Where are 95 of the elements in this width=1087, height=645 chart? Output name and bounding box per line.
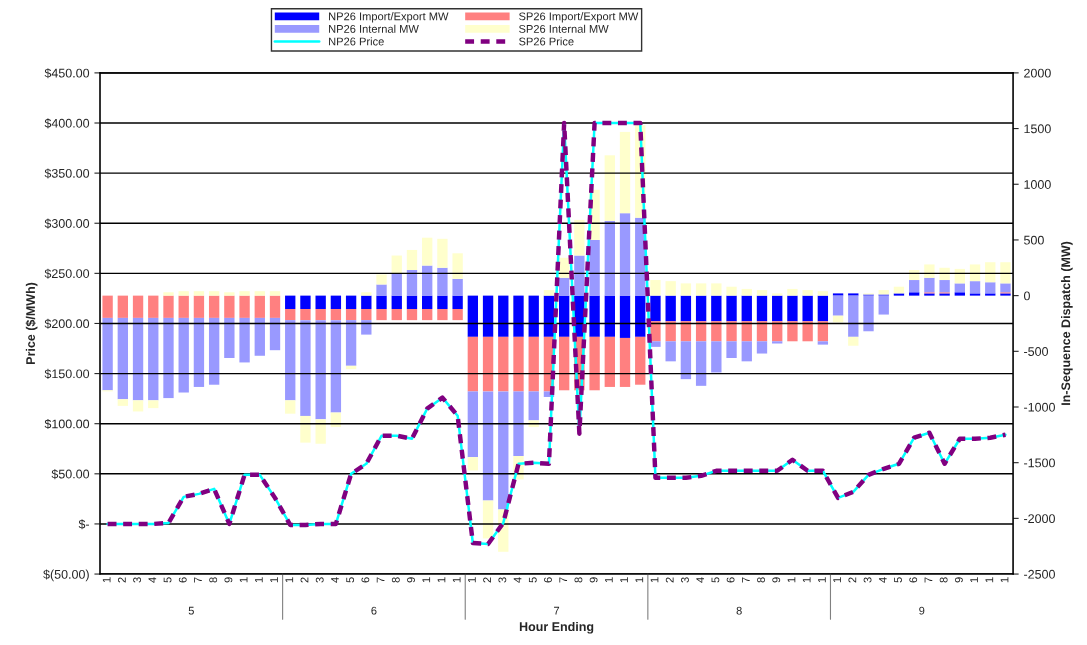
y-tick-label: $350.00 <box>44 168 90 179</box>
x-tick-label: 3 <box>863 577 872 583</box>
x-tick-label: 8 <box>939 577 948 583</box>
x-tick-label: 2 <box>117 577 126 583</box>
x-tick-label: 1 <box>650 577 659 583</box>
y2-tick-label: -1000 <box>1024 402 1055 412</box>
x-tick-label: 3 <box>315 577 324 583</box>
x-tick-label: 1 <box>833 577 841 583</box>
legend-label: NP26 Internal MW <box>329 24 419 33</box>
x-tick-label: 7 <box>559 577 568 583</box>
x-tick-label: 7 <box>376 577 385 583</box>
y-tick-label: $300.00 <box>44 218 90 229</box>
x-tick-label: 2 <box>300 577 309 583</box>
x-tick-label: 1 <box>285 577 294 583</box>
x-tick-label: 2 <box>848 577 857 583</box>
y-tick-label: $250.00 <box>44 268 90 279</box>
x-tick-label: 8 <box>574 577 583 583</box>
y2-tick-label: 500 <box>1024 235 1044 245</box>
x-tick-label: 6 <box>178 577 187 583</box>
y-tick-label: $450.00 <box>44 68 90 79</box>
text: 9 <box>919 606 925 615</box>
x-tick-label: 8 <box>391 577 400 583</box>
y-tick-label: $(50.00) <box>43 569 89 582</box>
legend-label: NP26 Price <box>329 37 384 46</box>
x-tick-label: 1 <box>422 577 431 583</box>
x-tick-label: 1 <box>102 577 111 583</box>
text: 7 <box>554 606 560 615</box>
x-tick-label: 4 <box>513 577 522 583</box>
x-tick-label: 3 <box>681 577 689 583</box>
x-tick-label: 8 <box>209 577 218 583</box>
x-tick-label: 4 <box>331 577 339 583</box>
x-tick-label: 7 <box>194 577 202 583</box>
legend-label: NP26 Import/Export MW <box>329 12 449 23</box>
x-tick-label: 4 <box>878 577 887 583</box>
y2-tick-label: -2000 <box>1024 514 1055 524</box>
y-tick-label: $100.00 <box>44 418 90 430</box>
x-tick-label: 1 <box>620 577 628 583</box>
x-tick-label: 1 <box>468 577 476 583</box>
y-tick-label: $200.00 <box>44 318 90 329</box>
x-tick-label: 9 <box>772 577 781 583</box>
x-tick-label: 1 <box>605 577 613 583</box>
x-tick-label: 1 <box>270 577 278 583</box>
x-tick-label: 1 <box>802 577 811 583</box>
x-tick-label: 7 <box>742 577 750 583</box>
y2-tick-label: -2500 <box>1024 569 1055 579</box>
x-tick-label: 2 <box>483 577 491 583</box>
x-tick-label: 1 <box>970 577 978 583</box>
y-tick-label: $400.00 <box>44 118 90 129</box>
x-tick-label: 2 <box>665 577 674 583</box>
legend-label: SP26 Internal MW <box>519 24 609 33</box>
x-tick-label: 1 <box>437 577 446 583</box>
x-tick-label: 5 <box>163 577 172 583</box>
x-axis-title: Hour Ending <box>519 621 594 634</box>
x-tick-label: 5 <box>711 577 720 583</box>
text: 5 <box>188 606 194 615</box>
y2-tick-label: -1500 <box>1024 458 1055 468</box>
y2-tick-label: 1500 <box>1024 124 1051 134</box>
y-tick-label: $150.00 <box>44 368 90 379</box>
x-tick-label: 9 <box>224 577 233 583</box>
legend-label: SP26 Import/Export MW <box>519 12 639 23</box>
x-tick-label: 6 <box>909 577 918 583</box>
y2-tick-label: 1000 <box>1024 180 1051 189</box>
y2-axis-title: In-Sequence Dispatch (MW) <box>1061 241 1073 405</box>
text: 6 <box>371 606 377 615</box>
y2-tick-label: 2000 <box>1024 68 1051 78</box>
x-tick-label: 9 <box>954 577 963 583</box>
x-tick-label: 6 <box>544 577 552 583</box>
x-tick-label: 5 <box>894 577 902 583</box>
x-tick-label: 1 <box>255 577 263 583</box>
y2-tick-label: 0 <box>1023 291 1030 301</box>
x-tick-label: 1 <box>452 577 461 583</box>
x-tick-label: 5 <box>346 577 355 583</box>
x-tick-label: 9 <box>407 577 415 583</box>
x-tick-label: 8 <box>757 577 765 583</box>
x-tick-label: 3 <box>133 577 142 583</box>
x-tick-label: 5 <box>528 577 537 583</box>
legend-label: SP26 Price <box>519 37 574 46</box>
x-tick-label: 1 <box>239 577 248 583</box>
x-tick-label: 4 <box>148 577 157 583</box>
y-tick-label: $- <box>78 519 90 530</box>
x-tick-label: 7 <box>924 577 933 583</box>
y-axis-title: Price ($/MWh) <box>25 282 38 364</box>
x-tick-label: 1 <box>1000 577 1009 583</box>
x-tick-label: 1 <box>985 577 994 583</box>
x-tick-label: 6 <box>726 577 735 583</box>
x-tick-label: 9 <box>589 577 598 583</box>
x-tick-label: 3 <box>498 577 507 583</box>
x-tick-label: 1 <box>787 577 796 583</box>
x-tick-label: 1 <box>635 577 644 583</box>
y-tick-label: $50.00 <box>51 469 90 480</box>
x-tick-label: 4 <box>696 577 704 583</box>
text: 8 <box>736 606 742 615</box>
y2-tick-label: -500 <box>1024 347 1049 356</box>
x-tick-label: 6 <box>361 577 370 583</box>
x-tick-label: 1 <box>818 577 826 583</box>
